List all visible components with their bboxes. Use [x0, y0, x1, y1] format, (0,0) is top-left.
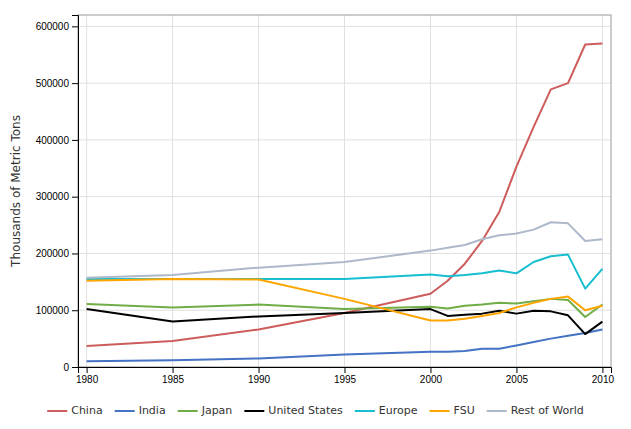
tick-mark [173, 367, 174, 373]
tick: 400000 [36, 135, 78, 146]
tick-label: 0 [63, 362, 69, 373]
series-line [87, 43, 603, 346]
tick-label: 300000 [36, 191, 70, 202]
axis-line [72, 16, 79, 368]
legend-item: United States [244, 404, 343, 417]
tick-mark [72, 367, 78, 368]
tick-mark [72, 26, 78, 27]
tick: 500000 [36, 78, 78, 89]
legend-label: India [139, 404, 166, 417]
plot-frame [78, 15, 611, 367]
tick-label: 500000 [36, 78, 70, 89]
grid-line [172, 15, 173, 367]
tick-mark [72, 197, 78, 198]
legend-swatch [355, 410, 375, 412]
chart: 1980 1985 1990 1995 2000 2005 2010 0 100000 20000… [0, 0, 631, 429]
tick: 600000 [36, 21, 78, 32]
legend-swatch [47, 410, 67, 412]
legend-label: Europe [379, 404, 418, 417]
tick-mark [72, 253, 78, 254]
legend-item: Europe [355, 404, 418, 417]
tick: 200000 [36, 248, 78, 259]
series-line [87, 255, 603, 289]
legend-label: China [71, 404, 102, 417]
tick-label: 600000 [36, 21, 70, 32]
tick-mark [72, 83, 78, 84]
grid-line [430, 15, 431, 367]
tick: 2005 [506, 367, 529, 385]
legend-swatch [430, 410, 450, 412]
grid [78, 15, 611, 367]
legend-swatch [487, 410, 507, 412]
legend-label: Rest of World [511, 404, 584, 417]
legend-label: FSU [454, 404, 475, 417]
tick: 2010 [592, 367, 615, 385]
tick-label: 2010 [592, 374, 615, 385]
tick-mark [430, 367, 431, 373]
series-line [87, 279, 603, 320]
legend-item: China [47, 404, 102, 417]
legend-item: Japan [178, 404, 233, 417]
tick-mark [87, 367, 88, 373]
series-line [87, 222, 603, 278]
tick-mark [345, 367, 346, 373]
tick-mark [259, 367, 260, 373]
legend-swatch [178, 410, 198, 412]
grid-line [602, 15, 603, 367]
tick-mark [72, 140, 78, 141]
legend-item: Rest of World [487, 404, 584, 417]
tick: 100000 [36, 305, 78, 316]
tick-label: 400000 [36, 135, 70, 146]
tick: 1990 [248, 367, 271, 385]
legend-label: United States [268, 404, 343, 417]
y-axis: 0 100000 200000 300000 400000 500000 600000 [36, 16, 79, 373]
tick-label: 1995 [334, 374, 357, 385]
x-axis: 1980 1985 1990 1995 2000 2005 2010 [76, 367, 614, 385]
tick-label: 1985 [162, 374, 185, 385]
tick: 300000 [36, 191, 78, 202]
series-line [87, 330, 603, 362]
series-line [87, 299, 603, 317]
lines [87, 43, 603, 361]
legend-swatch [244, 410, 264, 412]
legend-item: FSU [430, 404, 475, 417]
plot: 1980 1985 1990 1995 2000 2005 2010 0 100000 20000… [36, 15, 615, 385]
grid-line [258, 15, 259, 367]
legend-label: Japan [201, 404, 233, 417]
tick-label: 1990 [248, 374, 271, 385]
legend-item: India [115, 404, 166, 417]
tick-mark [602, 367, 603, 373]
tick: 1985 [162, 367, 185, 385]
tick-label: 2005 [506, 374, 529, 385]
grid-line [86, 15, 87, 367]
tick-mark [516, 367, 517, 373]
legend-swatch [115, 410, 135, 412]
axis-line [79, 368, 612, 374]
series-line [87, 309, 603, 334]
legend: China India Japan United States Europe FSU Res… [47, 404, 584, 417]
tick: 1980 [76, 367, 99, 385]
tick: 1995 [334, 367, 357, 385]
tick-mark [72, 310, 78, 311]
tick-label: 200000 [36, 248, 70, 259]
tick-label: 1980 [76, 374, 99, 385]
tick: 0 [63, 362, 78, 373]
tick: 2000 [420, 367, 443, 385]
tick-label: 2000 [420, 374, 443, 385]
tick-label: 100000 [36, 305, 70, 316]
grid-line [344, 15, 345, 367]
y-axis-label: Thousands of Metric Tons [9, 115, 23, 268]
